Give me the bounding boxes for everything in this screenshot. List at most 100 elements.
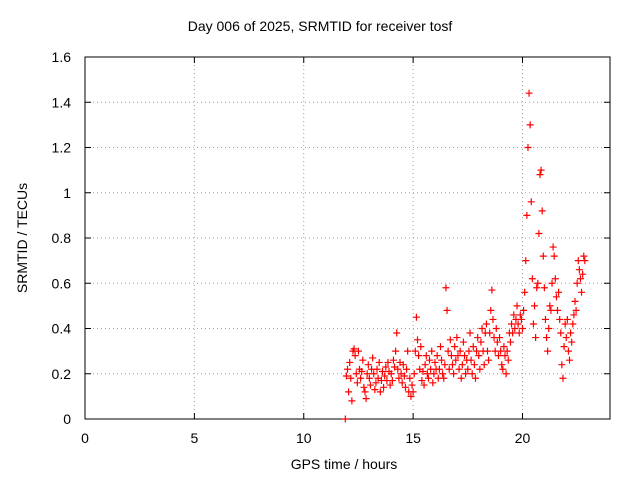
data-point [502, 370, 510, 378]
data-point [457, 374, 465, 382]
data-point [399, 361, 407, 369]
data-point [568, 338, 576, 346]
data-point [529, 320, 537, 328]
data-point [441, 361, 449, 369]
data-point [428, 347, 436, 355]
data-point [533, 284, 541, 292]
data-point [369, 354, 377, 362]
data-point [572, 306, 580, 314]
data-points [341, 89, 589, 423]
data-point [445, 365, 453, 373]
data-point [547, 306, 555, 314]
data-point [384, 358, 392, 366]
y-tick-label: 1 [63, 185, 71, 201]
data-point [531, 302, 539, 310]
data-point [546, 302, 554, 310]
data-point [465, 347, 473, 355]
data-point [429, 379, 437, 387]
data-point [462, 370, 470, 378]
data-point [392, 347, 400, 355]
data-point [486, 329, 494, 337]
data-point [511, 325, 519, 332]
data-point [480, 361, 488, 369]
data-point [520, 306, 528, 314]
y-tick-label: 0 [63, 411, 71, 427]
data-point [537, 166, 545, 174]
data-point [527, 198, 535, 206]
data-point [580, 252, 588, 260]
data-point [467, 356, 475, 364]
data-point [498, 361, 506, 369]
data-point [575, 266, 583, 274]
data-point [395, 374, 403, 382]
y-tick-label: 1.4 [52, 94, 72, 110]
y-tick-label: 0.8 [52, 230, 72, 246]
data-point [471, 374, 479, 382]
data-point [561, 320, 569, 328]
data-point [558, 361, 566, 369]
data-point [423, 370, 431, 378]
data-point [528, 275, 536, 283]
x-axis-label: GPS time / hours [290, 456, 398, 472]
data-point [439, 370, 447, 378]
data-point [544, 347, 552, 355]
data-point [376, 388, 384, 396]
data-point [442, 284, 450, 292]
data-point [473, 347, 481, 355]
data-point [361, 388, 369, 396]
data-point [461, 352, 469, 360]
data-point [464, 365, 472, 373]
data-point [557, 329, 565, 337]
y-axis-label: SRMTID / TECUs [14, 182, 30, 294]
data-point [560, 343, 568, 351]
data-point [371, 386, 379, 394]
data-point [409, 388, 417, 396]
data-point [426, 356, 434, 364]
data-point [500, 343, 508, 351]
data-point [552, 293, 560, 301]
data-point [499, 365, 507, 373]
data-point [554, 306, 561, 314]
data-point [373, 365, 381, 373]
data-point [556, 315, 564, 323]
data-point [519, 325, 526, 332]
data-point [372, 379, 380, 387]
data-point [357, 374, 365, 382]
data-point [475, 352, 483, 360]
data-point [420, 381, 428, 389]
data-point [567, 329, 575, 337]
data-point [510, 311, 518, 319]
data-point [578, 288, 586, 296]
data-point [375, 358, 383, 366]
x-tick-label: 15 [405, 430, 421, 446]
data-point [482, 320, 490, 328]
data-point [509, 329, 517, 337]
grid-lines [85, 57, 610, 419]
x-tick-label: 20 [515, 430, 531, 446]
data-point [444, 347, 452, 355]
data-point [353, 379, 361, 387]
data-point [388, 377, 396, 385]
data-point [452, 356, 460, 364]
data-point [573, 279, 581, 287]
data-point [468, 370, 476, 378]
data-point [466, 329, 474, 337]
data-point [351, 352, 359, 360]
data-point [382, 363, 390, 371]
data-point [447, 352, 455, 360]
data-point [440, 374, 448, 382]
data-point [513, 302, 521, 310]
data-point [477, 338, 485, 346]
data-point [493, 338, 501, 346]
data-point [412, 313, 420, 321]
data-point [415, 352, 423, 360]
data-point [348, 397, 356, 405]
data-point [488, 286, 496, 294]
data-point [535, 229, 543, 237]
data-point [496, 334, 504, 342]
data-point [458, 361, 466, 369]
data-point [365, 374, 373, 382]
data-point [485, 356, 493, 364]
data-point [408, 381, 416, 389]
data-point [455, 365, 463, 373]
